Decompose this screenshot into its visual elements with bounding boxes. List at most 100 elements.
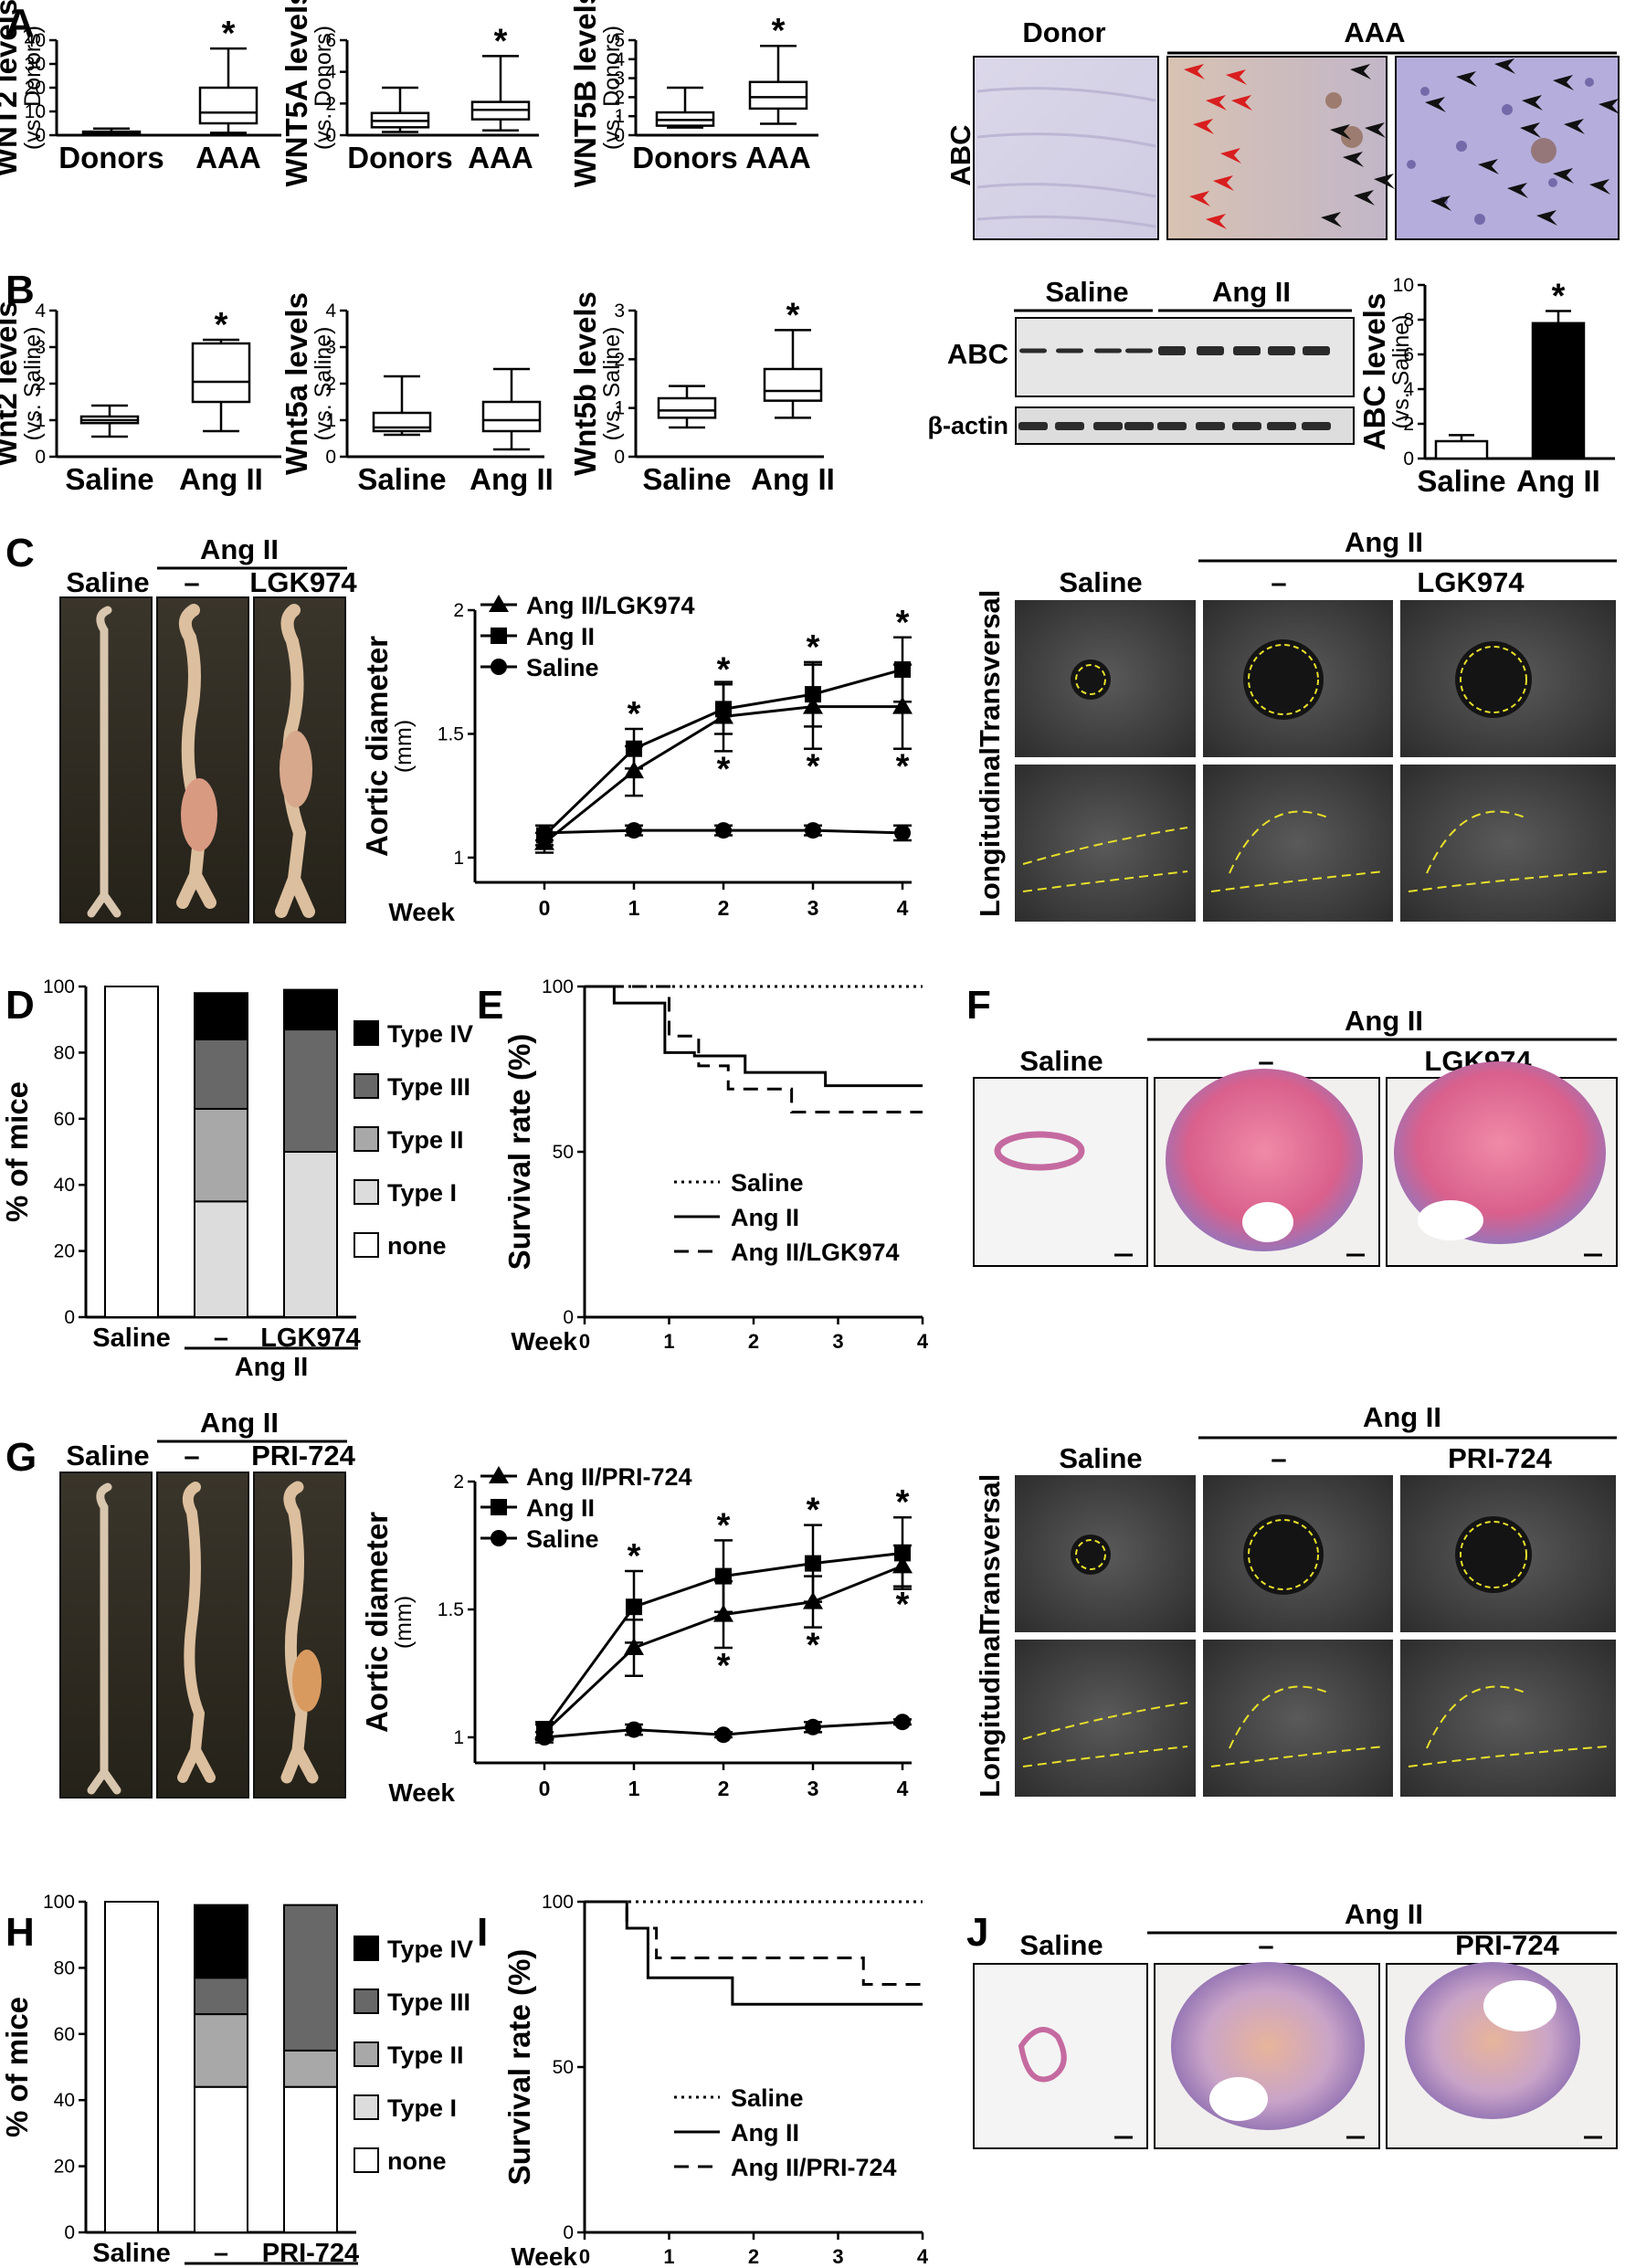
y-tick-label: 10 [25, 101, 46, 122]
y-axis-sublabel: (vs. Saline) [599, 326, 625, 440]
us-dashed-outline [1248, 1519, 1319, 1590]
black-arrowhead [1350, 64, 1371, 79]
x-tick-label: 2 [718, 1777, 730, 1800]
us-c-dash: – [1271, 566, 1286, 598]
category-label: Ang II [751, 462, 835, 496]
stack-segment [194, 992, 248, 1040]
category-label: Ang II [470, 462, 554, 496]
us-c-transversal: Transversal [974, 590, 1006, 747]
x-tick-label: 2 [748, 1330, 759, 1353]
y-tick-label: 0 [614, 447, 625, 468]
y-tick-label: 3 [614, 301, 625, 322]
survival-curve [585, 985, 923, 1114]
black-arrowhead [1553, 75, 1574, 90]
us-dashed-upper [1426, 1685, 1528, 1749]
actin-band [1055, 422, 1084, 430]
j-angii-header: Ang II [1345, 1898, 1423, 1930]
red-arrowhead [1231, 95, 1252, 111]
y-tick-label: 2 [614, 349, 625, 370]
legend-swatch [353, 1232, 379, 1258]
panel-label-f: F [966, 983, 991, 1028]
legend-label: Type IV [387, 1936, 473, 1963]
y-tick-label: 30 [25, 54, 46, 75]
black-arrowhead [1522, 95, 1543, 111]
us-image [1398, 1638, 1618, 1799]
group-label: Ang II [235, 1353, 309, 1382]
he-j-angii-lumen [1209, 2077, 1268, 2121]
legend-label: Ang II [526, 623, 595, 650]
red-arrowhead [1193, 119, 1214, 134]
wb-abc-label: ABC [947, 338, 1008, 370]
actin-band [1018, 422, 1048, 430]
black-arrowhead [1365, 122, 1386, 138]
aorta-photo-g-angii [156, 1472, 249, 1799]
he-f-saline-image [973, 1077, 1148, 1267]
stack-segment [194, 1977, 248, 2016]
marker-square [894, 1545, 911, 1562]
he-f-saline-vessel [994, 1131, 1085, 1171]
category-label: Saline [1417, 464, 1505, 498]
black-arrowhead [1430, 195, 1451, 211]
significance-star-below: * [807, 748, 820, 786]
stack-segment [104, 986, 159, 1318]
y-tick-label: 1 [614, 398, 625, 419]
c-angii-header: Ang II [200, 533, 279, 565]
j-dash: – [1258, 1929, 1273, 1961]
y-tick-label: 0 [563, 2222, 574, 2243]
y-tick-label: 3 [325, 337, 336, 358]
y-tick-label: 100 [542, 976, 574, 997]
y-axis-sublabel: (vs. Saline) [1388, 314, 1414, 428]
significance-star-above: * [896, 604, 910, 642]
wb-abc-blot [1015, 317, 1355, 397]
y-tick-label: 4 [325, 62, 336, 83]
us-image [1398, 763, 1618, 923]
box [198, 86, 259, 125]
y-tick-label: 20 [25, 78, 46, 99]
line-chart-c: 1 1.5 2 Aortic diameter(mm) 0 1 2 3 4 Week Ang II/… [360, 592, 913, 926]
legend-swatch [353, 2147, 379, 2173]
x-tick-label: 1 [628, 1777, 640, 1800]
he-j-pri724-lumen [1483, 1980, 1556, 2031]
y-axis-label: Aortic diameter [360, 1512, 394, 1733]
y-tick-label: 80 [54, 1042, 75, 1063]
x-tick-label: 1 [663, 1330, 674, 1353]
category-label: AAA [195, 141, 261, 174]
f-angii-header: Ang II [1345, 1005, 1423, 1037]
legend-swatch [353, 1936, 379, 1961]
y-tick-label: 0 [614, 125, 625, 146]
y-tick-label: 8 [1403, 310, 1414, 331]
significance-star-below: * [896, 748, 910, 786]
y-tick-label: 2 [614, 87, 625, 108]
black-arrowhead [1321, 212, 1342, 227]
us-lumen [1243, 1514, 1324, 1595]
y-tick-label: 0 [35, 447, 46, 468]
stack-segment [283, 1151, 338, 1318]
c-dash-label: – [184, 566, 199, 598]
actin-band [1232, 422, 1261, 430]
us-image [1201, 763, 1395, 923]
black-arrowhead [1374, 174, 1395, 189]
aorta-saline [87, 606, 121, 918]
x-axis-label: Week [511, 1327, 577, 1356]
bar [1531, 322, 1586, 460]
stack-segment [194, 2085, 248, 2233]
legend-label: none [387, 2147, 447, 2175]
legend-label: Ang II/PRI-724 [526, 1463, 692, 1491]
black-arrowhead [1553, 168, 1574, 184]
ihc-nuclei [1407, 78, 1594, 225]
significance-star-below: * [807, 1627, 820, 1665]
category-label: Saline [92, 1324, 170, 1353]
us-image [1201, 1638, 1395, 1799]
y-axis-sublabel: (vs. Saline) [311, 326, 336, 440]
y-axis-label: Aortic diameter [360, 636, 394, 857]
he-j-saline-image [973, 1963, 1148, 2149]
x-tick-label: 3 [832, 1330, 843, 1353]
us-dashed-upper [1426, 810, 1528, 874]
he-panel-f: Ang II Saline – LGK974 [973, 1005, 1618, 1267]
actin-band [1124, 422, 1154, 430]
x-axis-label: Week [511, 2242, 577, 2268]
y-axis-label: WNT5B levels [568, 0, 602, 187]
significance-star: * [494, 22, 508, 60]
marker-square [805, 1555, 821, 1572]
